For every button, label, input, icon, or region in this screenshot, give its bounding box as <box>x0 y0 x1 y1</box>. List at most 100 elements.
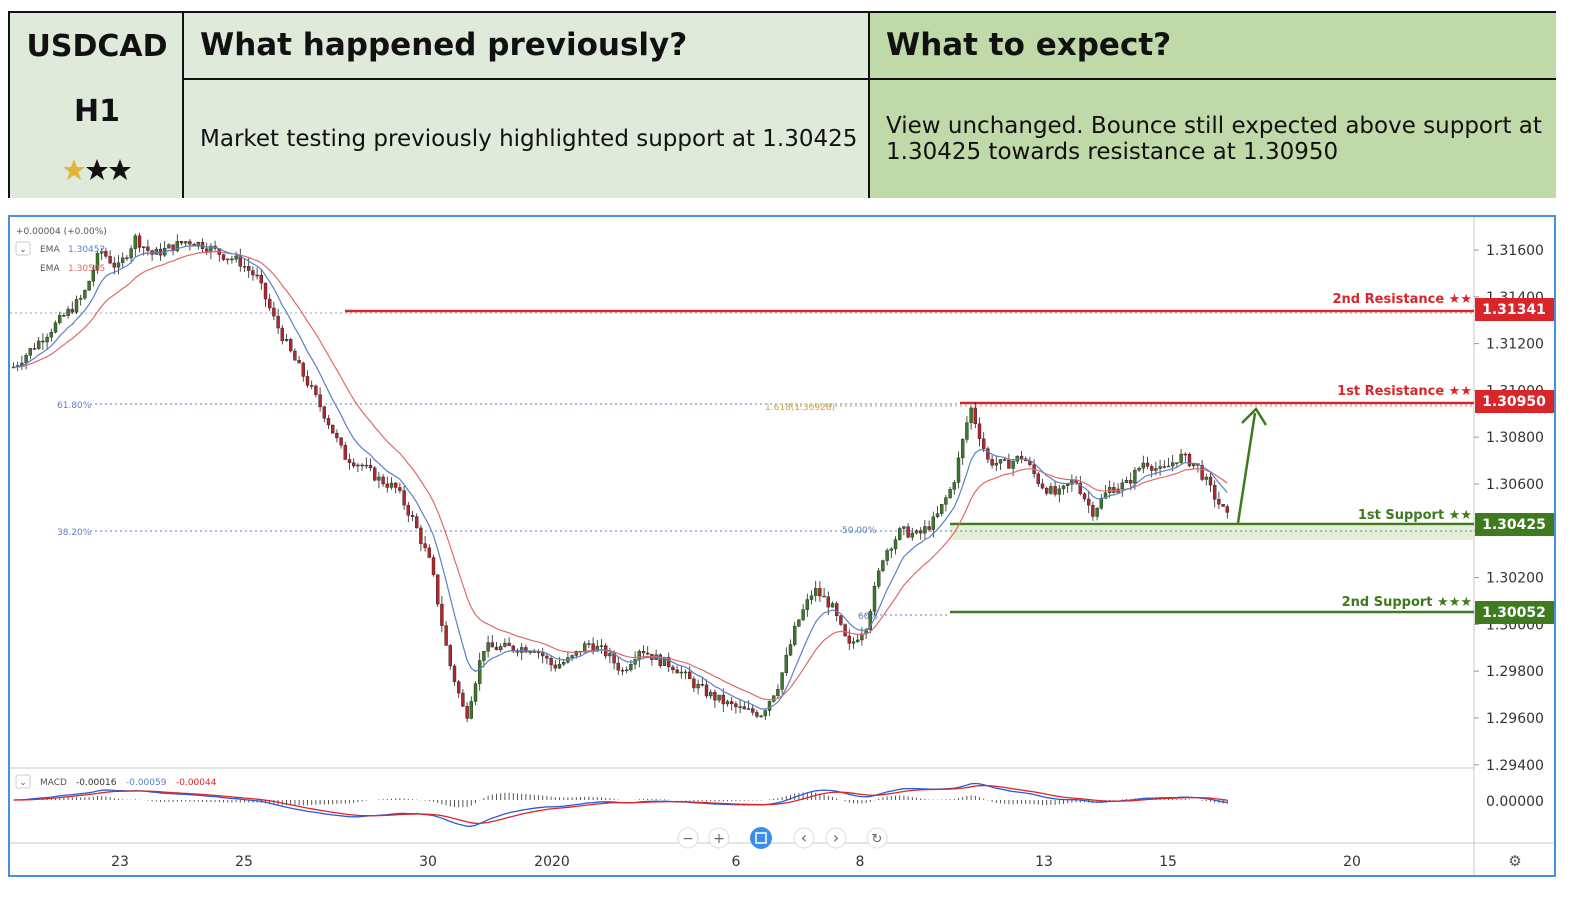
candle-body <box>641 651 646 654</box>
candle-body <box>717 694 721 701</box>
candle-body <box>326 418 331 426</box>
scroll-left-button[interactable] <box>793 827 815 849</box>
scroll-right-button[interactable] <box>825 827 847 849</box>
expect-title: What to expect? <box>886 27 1172 63</box>
summary-table: USDCAD H1 What happened previously? Mark… <box>8 11 1556 198</box>
candle-body <box>116 262 121 268</box>
x-tick-label: 2020 <box>534 854 570 870</box>
candle-body <box>700 684 704 686</box>
candle-body <box>952 482 956 490</box>
candle-body <box>587 643 591 645</box>
settings-gear-icon[interactable]: ⚙ <box>1508 852 1521 870</box>
candle-body <box>314 385 318 395</box>
candle-body <box>276 315 280 329</box>
candle-body <box>814 588 818 596</box>
chart-canvas[interactable]: 61.80% 38.20% 50.00% 1.618(1.30928) 60% … <box>10 217 1554 875</box>
candle-body <box>1133 469 1137 484</box>
candle-body <box>234 255 238 260</box>
plus-icon: + <box>713 831 725 847</box>
sup2-price: 1.30052 <box>1482 605 1546 621</box>
reset-button[interactable] <box>866 827 888 849</box>
candle-body <box>1175 462 1179 464</box>
previous-title: What happened previously? <box>200 27 688 63</box>
chevron-left-icon: ‹ <box>801 828 807 847</box>
sup2-label: 2nd Support ★★★ <box>1342 595 1472 610</box>
star-icon <box>63 159 85 180</box>
candle-body <box>696 684 700 689</box>
legend-collapse-button[interactable] <box>15 241 31 256</box>
candle-body <box>616 662 620 671</box>
candle-body <box>998 459 1003 464</box>
candle-body <box>872 586 877 612</box>
candle-body <box>1011 461 1015 469</box>
candle-body <box>780 672 784 690</box>
candle-body <box>381 476 385 485</box>
candle-body <box>280 327 284 341</box>
chart-controls[interactable]: − + ‹ › ↻ <box>677 827 888 849</box>
sup1-price: 1.30425 <box>1482 517 1546 533</box>
candle-body <box>742 706 746 710</box>
candle-body <box>373 467 377 481</box>
candle-body <box>557 664 562 669</box>
candle-body <box>289 339 293 352</box>
fib-1618-label: 1.618(1.30928) <box>765 403 835 413</box>
candle-body <box>893 539 898 550</box>
candle-body <box>440 603 444 626</box>
candle-body <box>99 251 104 254</box>
bounce-arrow-head-icon <box>1241 407 1268 426</box>
candle-body <box>1149 466 1154 471</box>
candle-body <box>104 251 108 257</box>
candle-body <box>1099 498 1104 509</box>
candle-body <box>419 527 423 544</box>
candle-body <box>95 253 100 271</box>
candle-body <box>902 526 906 529</box>
candle-body <box>608 653 612 657</box>
candle-body <box>246 266 251 271</box>
candle-body <box>360 464 364 467</box>
candle-body <box>423 543 427 549</box>
candle-body <box>574 650 578 656</box>
candle-body <box>225 258 230 261</box>
candle-body <box>805 599 809 610</box>
candle-body <box>751 708 755 713</box>
candle-body <box>801 609 805 620</box>
price-chart[interactable]: 61.80% 38.20% 50.00% 1.618(1.30928) 60% … <box>8 215 1556 877</box>
candle-body <box>473 683 478 702</box>
macd-value-3: -0.00044 <box>176 778 217 788</box>
candle-body <box>1003 459 1007 461</box>
macd-label: MACD <box>40 778 67 788</box>
candle-body <box>982 438 986 449</box>
fit-button[interactable] <box>750 827 772 849</box>
candle-body <box>272 307 276 317</box>
candle-body <box>1057 488 1062 495</box>
candle-body <box>32 348 37 350</box>
candle-body <box>37 340 41 349</box>
candle-body <box>431 557 436 575</box>
candle-body <box>1120 482 1125 490</box>
candle-body <box>507 642 511 647</box>
sup2-price-tag <box>1475 601 1554 624</box>
zoom-out-button[interactable] <box>677 827 699 849</box>
candle-body <box>1200 465 1204 480</box>
macd-zero-label: 0.00000 <box>1486 794 1544 810</box>
fib-382-label: 38.20% <box>57 528 92 538</box>
macd-collapse-button[interactable] <box>15 774 31 789</box>
candle-body <box>301 362 305 377</box>
candle-body <box>398 487 402 491</box>
candle-body <box>394 482 398 488</box>
candle-body <box>1128 479 1133 484</box>
candle-body <box>310 385 314 387</box>
candle-body <box>835 603 839 616</box>
candle-body <box>251 270 255 276</box>
candle-body <box>830 603 835 608</box>
candle-body <box>1049 486 1053 494</box>
candle-body <box>120 257 125 263</box>
candle-body <box>599 645 604 647</box>
zoom-in-button[interactable] <box>708 827 730 849</box>
ema-fast-line <box>13 244 1228 710</box>
x-tick-label: 15 <box>1159 854 1177 870</box>
ema1-label: EMA <box>40 245 60 255</box>
candle-body <box>961 439 965 459</box>
x-axis-ticks: 23 25 30 2020 6 8 13 15 20 <box>111 854 1361 870</box>
candle-body <box>196 242 201 247</box>
